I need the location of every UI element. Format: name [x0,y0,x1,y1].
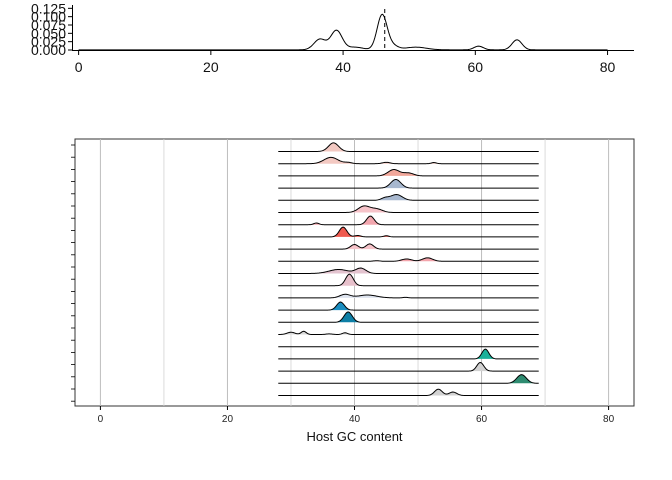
ridge-line [278,330,539,335]
ridge-line [278,215,539,226]
ridge-line [278,205,539,213]
ridge-line [278,388,539,396]
ridge-x-tick-label: 60 [476,414,488,425]
ridge-x-tick-label: 80 [603,414,615,425]
density-y-tick-label: 0.075 [31,17,66,33]
density-y-tick-label: 0.050 [31,25,66,41]
ridge-x-tick-label: 40 [349,414,361,425]
density-x-tick-label: 60 [468,59,484,75]
ridge-line [278,361,539,372]
density-x-tick-label: 80 [600,59,616,75]
density-x-tick-label: 40 [335,59,351,75]
ridge-line [278,178,539,189]
ridge-fill [278,142,539,152]
ridge-line [278,301,539,311]
x-axis-title: Host GC content [306,429,402,444]
density-y-tick-label: 0.125 [31,0,66,16]
ridge-fill [278,294,539,298]
ridge-line [278,267,539,274]
ridge-line [278,194,539,201]
ridge-fill [278,331,539,335]
ridge-x-tick-label: 20 [222,414,234,425]
ridge-fill [278,227,539,237]
ridge-line [278,257,539,262]
overall-density-curve [78,13,608,51]
ridgeline-x-ticks: 0 20 40 60 80 [98,406,615,425]
ridge-line [278,293,539,299]
ridgeline-y-ticks [71,144,75,402]
ridge-fill [278,374,539,384]
ridge-fill [278,169,539,176]
ridge-line [278,243,539,250]
ridge-line [278,226,539,238]
density-x-ticks: 0 20 40 60 80 [75,50,616,75]
density-y-tick-label: 0.100 [31,9,66,25]
ridge-x-tick-label: 0 [98,414,104,425]
density-x-tick-label: 0 [75,59,83,75]
ridge-fill [278,268,539,274]
ridge-fill [278,312,539,323]
density-y-tick-label: 0.000 [31,42,66,58]
density-y-tick-label: 0.025 [31,34,66,50]
ridge-fill [278,349,539,359]
ridge-line [278,273,539,287]
ridgeline-panel: 0 20 40 60 80 Host GC content [71,138,635,444]
density-x-tick-label: 20 [203,59,219,75]
ridge-line [278,169,539,177]
ridge-line [278,311,539,323]
ridge-line [278,142,539,152]
ridge-line [278,156,539,165]
ridge-line [278,374,539,384]
ridge-line [278,348,539,360]
ridgeline-series [278,142,539,396]
